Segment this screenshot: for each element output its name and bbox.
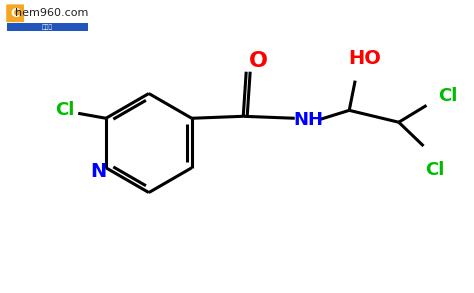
Text: O: O — [248, 51, 268, 71]
Text: 化工网: 化工网 — [42, 24, 54, 30]
Text: HO: HO — [349, 49, 382, 68]
Text: N: N — [90, 162, 106, 181]
FancyBboxPatch shape — [6, 4, 24, 22]
Text: Cl: Cl — [55, 101, 74, 119]
Bar — [7, 23, 89, 31]
Text: Cl: Cl — [425, 161, 444, 179]
Text: C: C — [10, 7, 20, 20]
Text: hem960.com: hem960.com — [15, 8, 89, 18]
Text: NH: NH — [293, 111, 324, 129]
Text: Cl: Cl — [438, 88, 458, 105]
